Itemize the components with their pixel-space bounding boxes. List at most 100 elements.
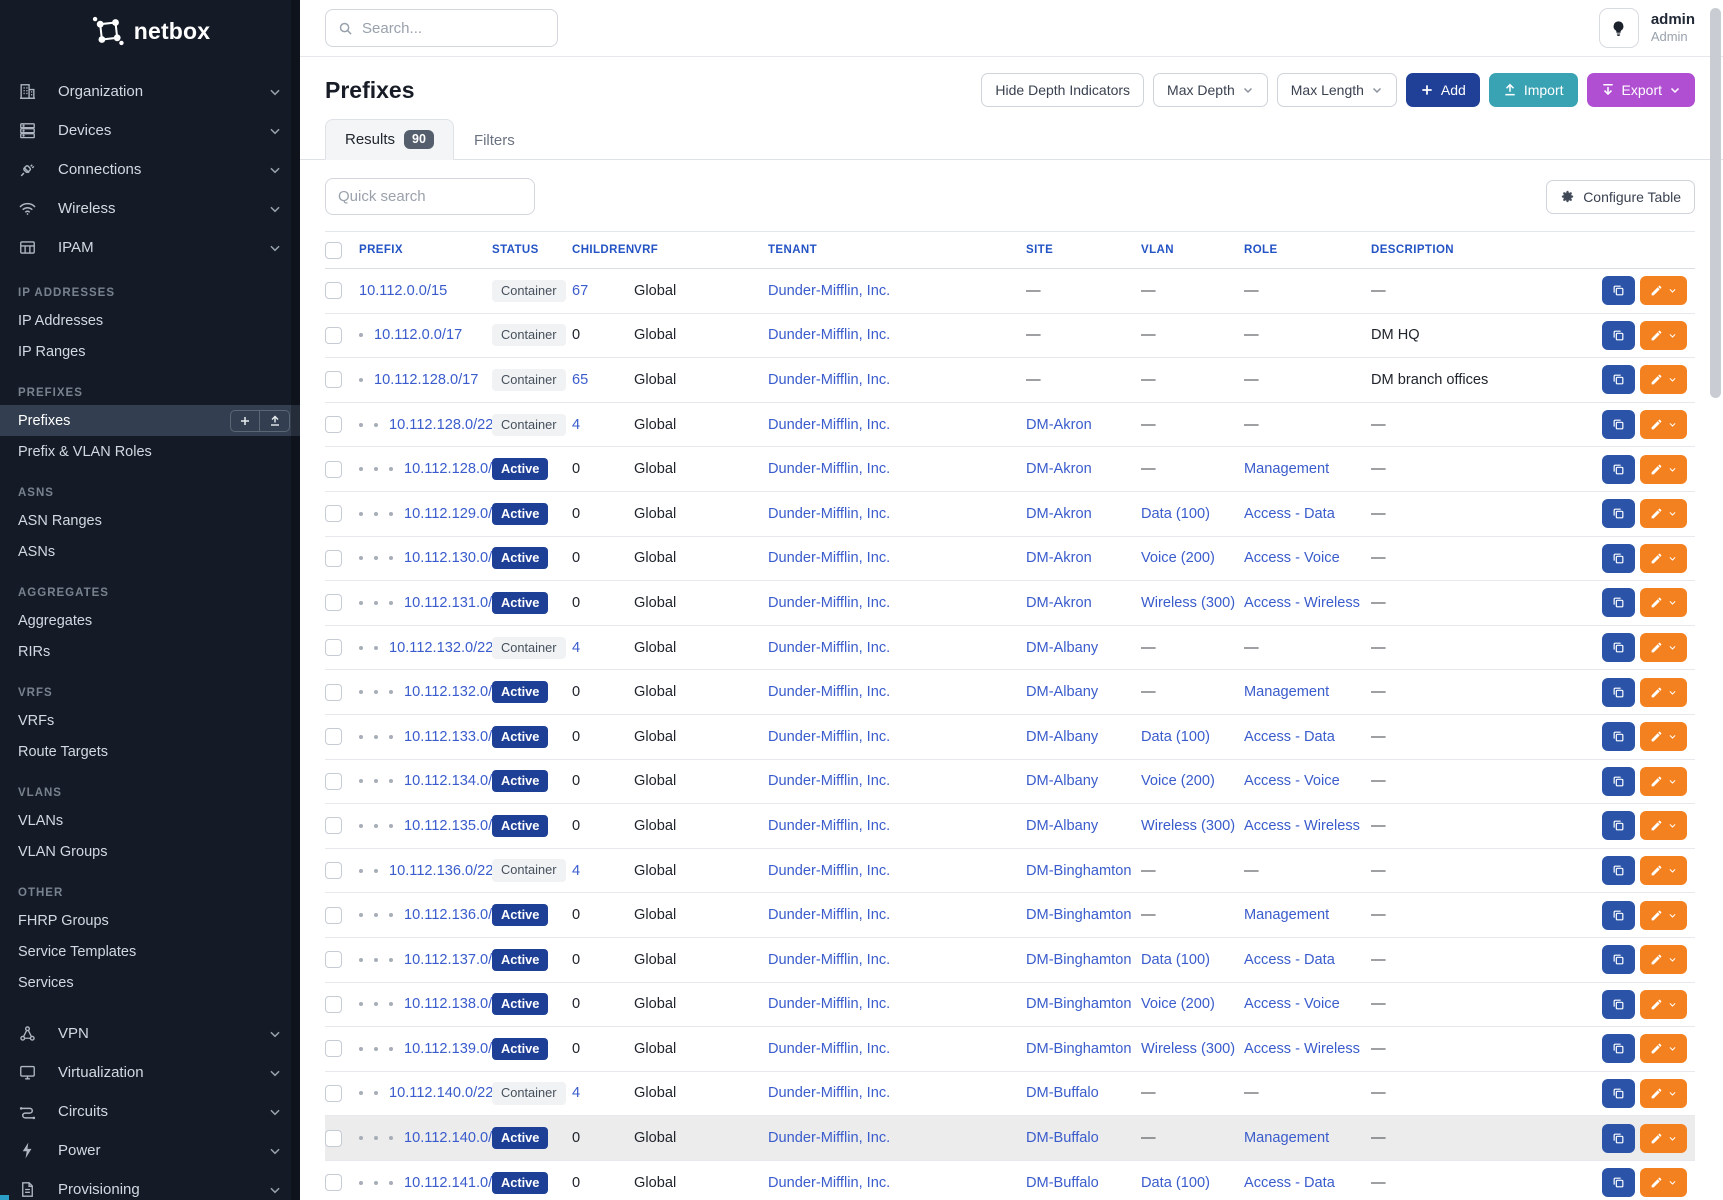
site-link[interactable]: DM-Albany [1026, 817, 1099, 834]
tab-filters[interactable]: Filters [473, 131, 515, 149]
sidebar-item-prefix-vlan-roles[interactable]: Prefix & VLAN Roles [18, 443, 152, 460]
site-link[interactable]: DM-Buffalo [1026, 1174, 1099, 1191]
site-link[interactable]: DM-Albany [1026, 639, 1099, 656]
sidebar-item-ip-ranges[interactable]: IP Ranges [18, 343, 86, 360]
sidebar-item-virtualization[interactable]: Virtualization [0, 1053, 300, 1092]
site-link[interactable]: DM-Binghamton [1026, 1040, 1132, 1057]
copy-prefix-button[interactable] [1602, 1078, 1635, 1108]
copy-prefix-button[interactable] [1602, 410, 1635, 440]
edit-prefix-button[interactable] [1640, 900, 1687, 930]
sidebar-item-provisioning[interactable]: Provisioning [0, 1170, 300, 1200]
row-checkbox[interactable] [325, 282, 342, 300]
prefix-link[interactable]: 10.112.138.0/24 [404, 996, 509, 1013]
export-button[interactable]: Export [1586, 73, 1695, 107]
site-link[interactable]: DM-Albany [1026, 728, 1099, 745]
tenant-link[interactable]: Dunder-Mifflin, Inc. [768, 282, 891, 299]
site-link[interactable]: DM-Binghamton [1026, 907, 1132, 924]
tenant-link[interactable]: Dunder-Mifflin, Inc. [768, 1085, 891, 1102]
prefix-link[interactable]: 10.112.130.0/24 [404, 550, 509, 567]
vlan-link[interactable]: Voice (200) [1141, 996, 1215, 1013]
global-search[interactable] [325, 9, 558, 47]
column-header-site[interactable]: SITE [1026, 231, 1141, 269]
sidebar-item-vlan-groups[interactable]: VLAN Groups [18, 843, 108, 860]
column-header-role[interactable]: ROLE [1244, 231, 1371, 269]
prefix-link[interactable]: 10.112.141.0/24 [404, 1174, 509, 1191]
tenant-link[interactable]: Dunder-Mifflin, Inc. [768, 327, 891, 344]
tenant-link[interactable]: Dunder-Mifflin, Inc. [768, 1130, 891, 1147]
row-checkbox[interactable] [325, 683, 342, 701]
edit-prefix-button[interactable] [1640, 856, 1687, 886]
tenant-link[interactable]: Dunder-Mifflin, Inc. [768, 461, 891, 478]
prefix-link[interactable]: 10.112.140.0/28 [404, 1130, 509, 1147]
site-link[interactable]: DM-Akron [1026, 461, 1092, 478]
sidebar-item-power[interactable]: Power [0, 1131, 300, 1170]
vlan-link[interactable]: Data (100) [1141, 951, 1210, 968]
site-link[interactable]: DM-Akron [1026, 505, 1092, 522]
edit-prefix-button[interactable] [1640, 722, 1687, 752]
edit-prefix-button[interactable] [1640, 989, 1687, 1019]
copy-prefix-button[interactable] [1602, 1034, 1635, 1064]
tenant-link[interactable]: Dunder-Mifflin, Inc. [768, 594, 891, 611]
children-count-link[interactable]: 4 [572, 416, 581, 433]
hide-depth-indicators-button[interactable]: Hide Depth Indicators [981, 73, 1145, 107]
prefix-link[interactable]: 10.112.135.0/24 [404, 817, 509, 834]
tenant-link[interactable]: Dunder-Mifflin, Inc. [768, 639, 891, 656]
row-checkbox[interactable] [325, 326, 342, 344]
prefix-link[interactable]: 10.112.128.0/28 [404, 461, 509, 478]
role-link[interactable]: Management [1244, 461, 1330, 478]
row-checkbox[interactable] [325, 1174, 342, 1192]
user-meta[interactable]: admin Admin [1651, 11, 1695, 46]
sidebar-item-vpn[interactable]: VPN [0, 1014, 300, 1053]
tenant-link[interactable]: Dunder-Mifflin, Inc. [768, 951, 891, 968]
column-header-tenant[interactable]: TENANT [768, 231, 1026, 269]
row-checkbox[interactable] [325, 995, 342, 1013]
vlan-link[interactable]: Voice (200) [1141, 550, 1215, 567]
sidebar-item-services[interactable]: Services [18, 974, 74, 991]
row-checkbox[interactable] [325, 505, 342, 523]
row-checkbox[interactable] [325, 1084, 342, 1102]
tab-results[interactable]: Results 90 [325, 119, 454, 160]
role-link[interactable]: Access - Wireless [1244, 817, 1360, 834]
edit-prefix-button[interactable] [1640, 677, 1687, 707]
sidebar-item-prefixes[interactable]: Prefixes [0, 405, 300, 436]
children-count-link[interactable]: 65 [572, 371, 589, 388]
row-checkbox[interactable] [325, 460, 342, 478]
edit-prefix-button[interactable] [1640, 1168, 1687, 1198]
role-link[interactable]: Management [1244, 907, 1330, 924]
column-header-prefix[interactable]: PREFIX [359, 231, 492, 269]
tenant-link[interactable]: Dunder-Mifflin, Inc. [768, 1174, 891, 1191]
copy-prefix-button[interactable] [1602, 677, 1635, 707]
copy-prefix-button[interactable] [1602, 499, 1635, 529]
quick-add-button[interactable] [230, 409, 260, 432]
row-checkbox[interactable] [325, 862, 342, 880]
edit-prefix-button[interactable] [1640, 633, 1687, 663]
prefix-link[interactable]: 10.112.129.0/24 [404, 505, 509, 522]
children-count-link[interactable]: 4 [572, 1085, 581, 1102]
tenant-link[interactable]: Dunder-Mifflin, Inc. [768, 728, 891, 745]
tenant-link[interactable]: Dunder-Mifflin, Inc. [768, 907, 891, 924]
sidebar-item-circuits[interactable]: Circuits [0, 1092, 300, 1131]
theme-toggle-button[interactable] [1598, 8, 1639, 48]
column-header-vlan[interactable]: VLAN [1141, 231, 1244, 269]
prefix-link[interactable]: 10.112.133.0/24 [404, 728, 509, 745]
edit-prefix-button[interactable] [1640, 588, 1687, 618]
site-link[interactable]: DM-Albany [1026, 773, 1099, 790]
copy-prefix-button[interactable] [1602, 856, 1635, 886]
sidebar-item-devices[interactable]: Devices [0, 111, 300, 150]
prefix-link[interactable]: 10.112.140.0/22 [389, 1085, 494, 1102]
tenant-link[interactable]: Dunder-Mifflin, Inc. [768, 550, 891, 567]
copy-prefix-button[interactable] [1602, 588, 1635, 618]
vlan-link[interactable]: Data (100) [1141, 728, 1210, 745]
prefix-link[interactable]: 10.112.137.0/24 [404, 951, 509, 968]
role-link[interactable]: Access - Voice [1244, 550, 1340, 567]
copy-prefix-button[interactable] [1602, 722, 1635, 752]
prefix-link[interactable]: 10.112.128.0/17 [374, 371, 479, 388]
sidebar-item-ip-addresses[interactable]: IP Addresses [18, 312, 104, 329]
sidebar-item-connections[interactable]: Connections [0, 150, 300, 189]
tenant-link[interactable]: Dunder-Mifflin, Inc. [768, 505, 891, 522]
edit-prefix-button[interactable] [1640, 1034, 1687, 1064]
prefix-link[interactable]: 10.112.131.0/24 [404, 594, 509, 611]
role-link[interactable]: Access - Wireless [1244, 594, 1360, 611]
edit-prefix-button[interactable] [1640, 766, 1687, 796]
column-header-status[interactable]: STATUS [492, 231, 572, 269]
